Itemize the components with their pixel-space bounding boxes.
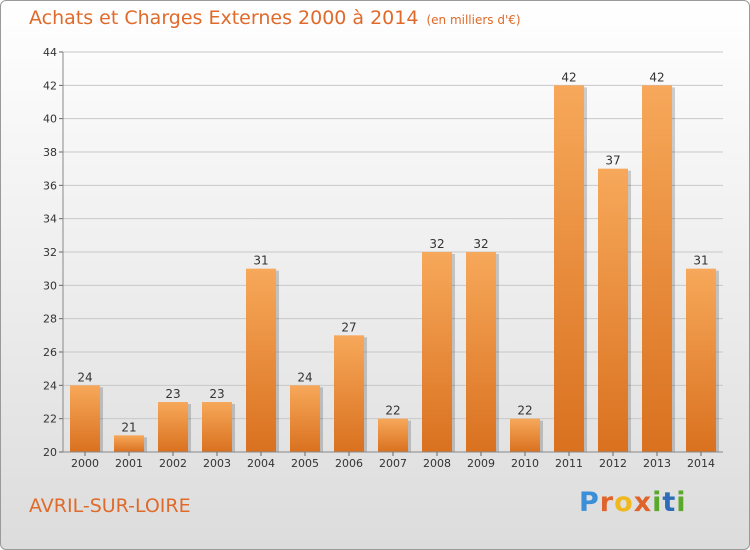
x-tick-label: 2005 xyxy=(291,457,319,470)
chart-unit: (en milliers d'€) xyxy=(426,13,521,27)
data-label: 42 xyxy=(561,70,576,84)
data-label: 32 xyxy=(473,237,488,251)
y-tick-label: 42 xyxy=(43,79,57,92)
bar-2007 xyxy=(378,418,408,452)
place-name: AVRIL-SUR-LOIRE xyxy=(29,495,191,517)
bar-2012 xyxy=(598,168,628,452)
y-tick-label: 34 xyxy=(43,213,57,226)
data-label: 27 xyxy=(341,320,356,334)
x-tick-label: 2002 xyxy=(159,457,187,470)
bar-2001 xyxy=(114,435,144,452)
y-tick-label: 40 xyxy=(43,113,57,126)
data-label: 31 xyxy=(253,254,268,268)
bar-2011 xyxy=(554,85,584,452)
y-tick-label: 44 xyxy=(43,46,57,59)
data-label: 23 xyxy=(209,387,224,401)
bar-2000 xyxy=(70,385,100,452)
proxiti-logo[interactable]: Proxiti xyxy=(579,487,687,518)
data-label: 23 xyxy=(165,387,180,401)
bar-2009 xyxy=(466,252,496,452)
y-tick-label: 24 xyxy=(43,379,57,392)
x-tick-label: 2007 xyxy=(379,457,407,470)
y-tick-label: 38 xyxy=(43,146,57,159)
x-tick-label: 2014 xyxy=(687,457,715,470)
y-tick-label: 36 xyxy=(43,179,57,192)
y-tick-label: 30 xyxy=(43,279,57,292)
bar-2003 xyxy=(202,402,232,452)
x-tick-label: 2013 xyxy=(643,457,671,470)
bar-2013 xyxy=(642,85,672,452)
y-axis: 20 22 24 26 28 30 32 34 36 38 40 42 44 xyxy=(43,46,64,459)
x-tick-label: 2000 xyxy=(71,457,99,470)
data-label: 22 xyxy=(517,404,532,418)
bar-2008 xyxy=(422,252,452,452)
x-tick-label: 2003 xyxy=(203,457,231,470)
data-label: 37 xyxy=(605,154,620,168)
data-label: 42 xyxy=(649,70,664,84)
data-label: 31 xyxy=(693,254,708,268)
bar-2006 xyxy=(334,335,364,452)
y-tick-label: 28 xyxy=(43,313,57,326)
chart-title: Achats et Charges Externes 2000 à 2014 (e… xyxy=(29,7,521,29)
y-tick-label: 20 xyxy=(43,446,57,459)
x-tick-label: 2008 xyxy=(423,457,451,470)
data-label: 32 xyxy=(429,237,444,251)
x-tick-label: 2006 xyxy=(335,457,363,470)
x-axis: 2000 2001 2002 2003 2004 2005 2006 2007 2008 2009… xyxy=(63,451,723,470)
data-label: 24 xyxy=(297,370,312,384)
data-label: 21 xyxy=(121,420,136,434)
bar-2010 xyxy=(510,418,540,452)
x-tick-label: 2001 xyxy=(115,457,143,470)
bar-2002 xyxy=(158,402,188,452)
x-tick-label: 2010 xyxy=(511,457,539,470)
x-tick-label: 2004 xyxy=(247,457,275,470)
data-label: 22 xyxy=(385,404,400,418)
bars: 24 21 23 23 31 24 27 22 32 32 22 42 37 42 31 xyxy=(70,70,719,452)
bar-2004 xyxy=(246,268,276,452)
x-tick-label: 2009 xyxy=(467,457,495,470)
bar-2005 xyxy=(290,385,320,452)
data-label: 24 xyxy=(77,370,92,384)
y-tick-label: 22 xyxy=(43,413,57,426)
y-tick-label: 26 xyxy=(43,346,57,359)
bar-2014 xyxy=(686,268,716,452)
x-tick-label: 2011 xyxy=(555,457,583,470)
x-tick-label: 2012 xyxy=(599,457,627,470)
y-tick-label: 32 xyxy=(43,246,57,259)
